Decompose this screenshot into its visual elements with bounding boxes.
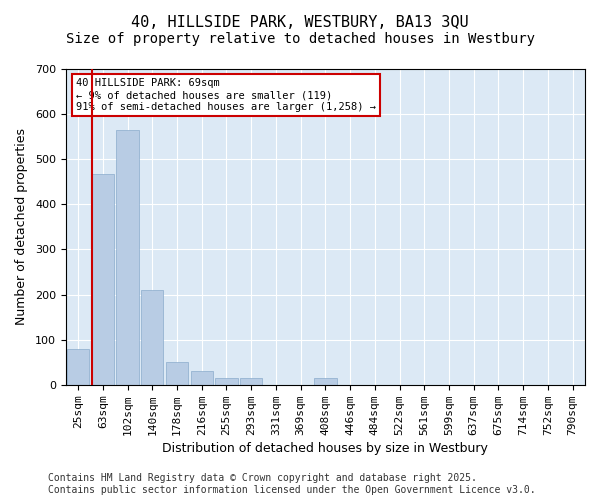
X-axis label: Distribution of detached houses by size in Westbury: Distribution of detached houses by size … [163, 442, 488, 455]
Bar [166, 362, 188, 385]
Bar [240, 378, 262, 385]
Bar [191, 372, 213, 385]
Bar [314, 378, 337, 385]
Text: 40 HILLSIDE PARK: 69sqm
← 9% of detached houses are smaller (119)
91% of semi-de: 40 HILLSIDE PARK: 69sqm ← 9% of detached… [76, 78, 376, 112]
Text: 40, HILLSIDE PARK, WESTBURY, BA13 3QU: 40, HILLSIDE PARK, WESTBURY, BA13 3QU [131, 15, 469, 30]
Text: Size of property relative to detached houses in Westbury: Size of property relative to detached ho… [65, 32, 535, 46]
Bar [92, 174, 114, 385]
Bar [67, 348, 89, 385]
Bar [215, 378, 238, 385]
Bar [141, 290, 163, 385]
Text: Contains HM Land Registry data © Crown copyright and database right 2025.
Contai: Contains HM Land Registry data © Crown c… [48, 474, 536, 495]
Y-axis label: Number of detached properties: Number of detached properties [15, 128, 28, 326]
Bar [116, 130, 139, 385]
